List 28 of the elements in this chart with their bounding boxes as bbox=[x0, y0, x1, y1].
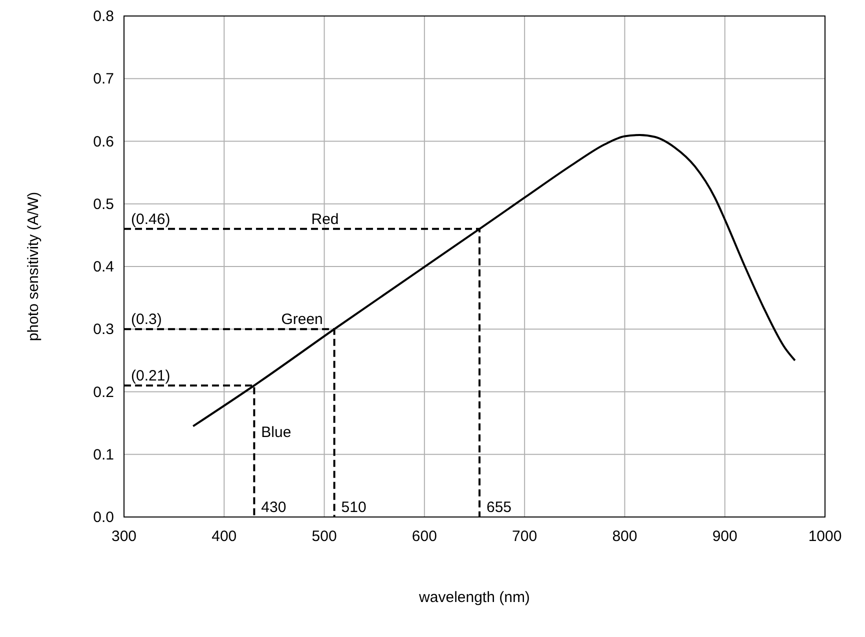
x-tick-label: 1000 bbox=[808, 528, 842, 545]
annotation: (0.46) bbox=[131, 210, 170, 228]
annotation: 510 bbox=[341, 499, 366, 516]
y-tick-label: 0.3 bbox=[93, 321, 114, 338]
annotation: Green bbox=[281, 311, 323, 328]
y-axis-title: photo sensitivity (A/W) bbox=[25, 192, 42, 342]
y-tick-label: 0.2 bbox=[93, 384, 114, 401]
x-tick-label: 500 bbox=[312, 528, 337, 545]
y-tick-label: 0.4 bbox=[93, 258, 114, 276]
y-tick-label: 0.0 bbox=[93, 509, 114, 526]
y-tick-label: 0.6 bbox=[93, 133, 114, 150]
x-axis-title: wavelength (nm) bbox=[418, 589, 530, 606]
y-tick-label: 0.1 bbox=[93, 446, 114, 464]
x-tick-label: 400 bbox=[212, 528, 237, 545]
x-tick-label: 800 bbox=[612, 528, 638, 545]
y-tick-label: 0.7 bbox=[93, 70, 114, 88]
annotation: 655 bbox=[486, 499, 512, 516]
annotation: (0.3) bbox=[131, 311, 162, 328]
annotation: (0.21) bbox=[131, 367, 170, 384]
annotation: 430 bbox=[261, 499, 286, 516]
annotation: Blue bbox=[261, 424, 292, 441]
x-tick-label: 700 bbox=[512, 528, 538, 545]
x-tick-label: 900 bbox=[712, 528, 738, 545]
annotation: Red bbox=[311, 210, 339, 228]
y-tick-label: 0.5 bbox=[93, 196, 114, 213]
x-tick-label: 600 bbox=[412, 528, 437, 545]
y-tick-label: 0.8 bbox=[93, 8, 114, 25]
x-tick-label: 300 bbox=[111, 528, 137, 545]
